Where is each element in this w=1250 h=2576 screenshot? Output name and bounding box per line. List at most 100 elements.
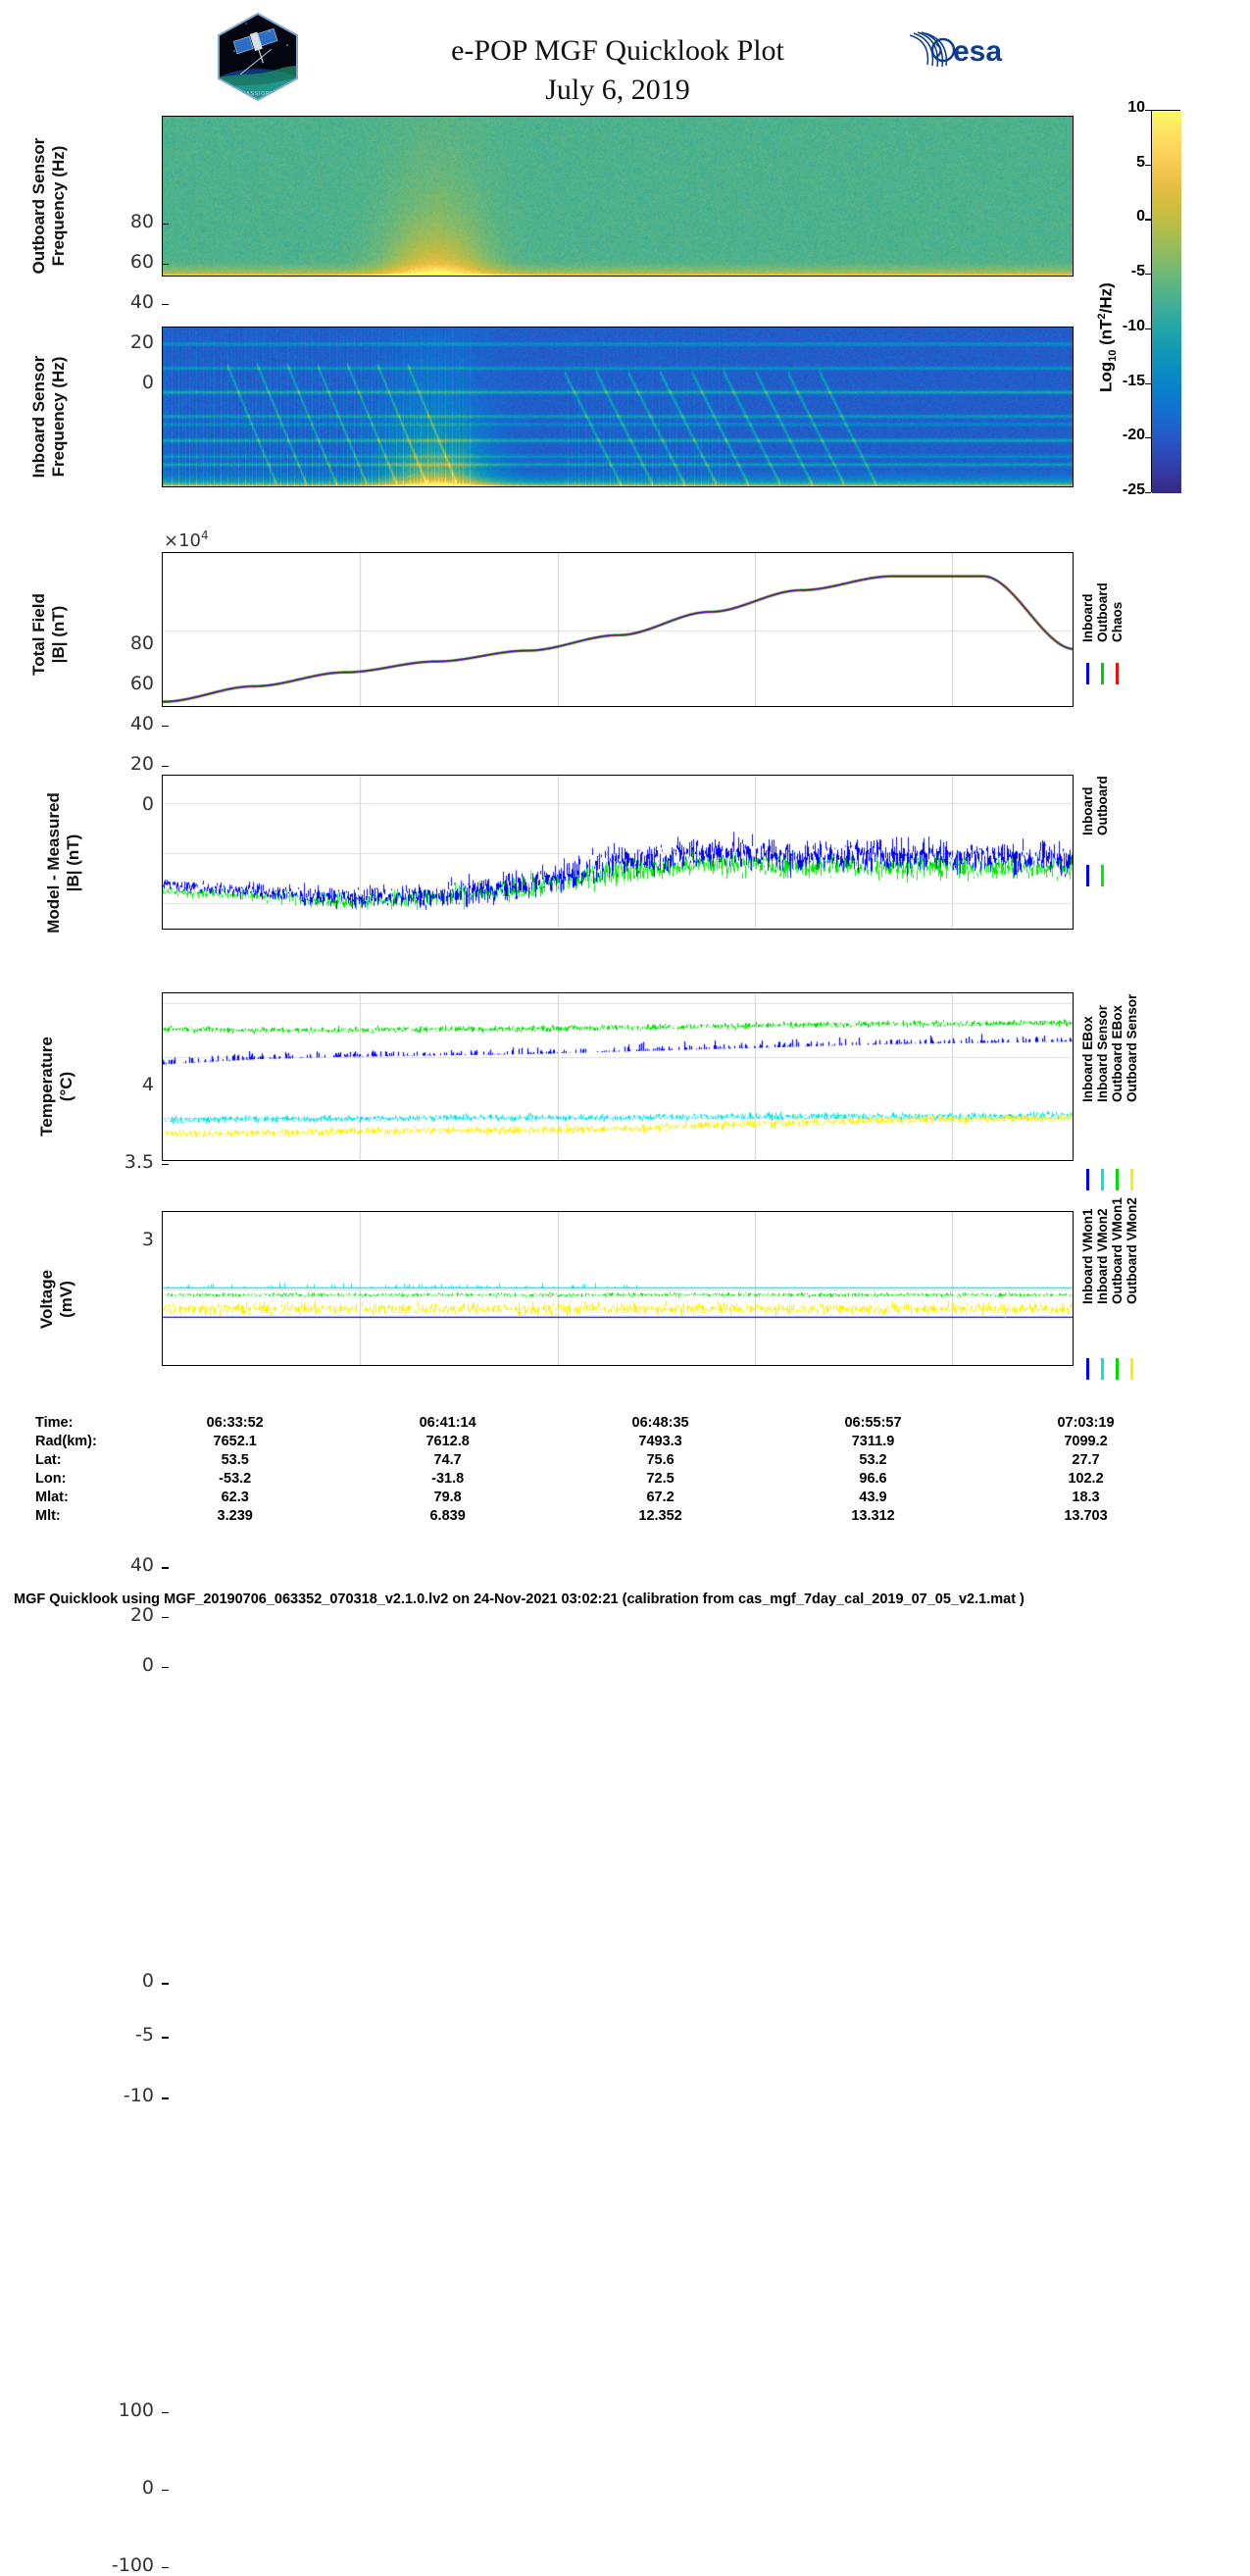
legend-label-model-minus-measured-0: Inboard: [1080, 786, 1095, 836]
legend-label-total-field-2: Chaos: [1110, 601, 1125, 642]
ytick-label-p0-0: 80: [129, 211, 154, 232]
table-row-label-5: Mlt:: [35, 1507, 61, 1524]
table-cell-3-2: 72.5: [646, 1470, 675, 1487]
table-cell-2-4: 27.7: [1072, 1451, 1100, 1468]
colorbar-tick-2: 0: [1136, 208, 1145, 226]
legend-swatch-temperature-0: [1086, 1169, 1089, 1190]
legend-swatch-model-minus-measured-0: [1086, 865, 1089, 886]
table-cell-1-2: 7493.3: [638, 1433, 682, 1449]
ytick-mark-p3-0: [162, 1567, 169, 1569]
ytick-mark-p0-1: [162, 264, 169, 266]
ytick-label-p0-1: 60: [129, 251, 154, 273]
ytick-label-p3-2: 0: [141, 1653, 154, 1676]
ylabel-outboard-spectrogram: Outboard Sensor Frequency (Hz): [29, 118, 69, 294]
ytick-label-p4-0: 0: [141, 1970, 154, 1993]
table-cell-0-1: 06:41:14: [419, 1414, 476, 1431]
table-cell-1-4: 7099.2: [1064, 1433, 1108, 1449]
ylabel-model-minus-measured: Model - Measured |B| (nT): [44, 770, 83, 956]
panel-temperature: Temperature (°C) 0 -5 -10 Inboard EBox Inbo…: [0, 981, 1147, 2106]
panel-total-field: ×104 Total Field |B| (nT) 4 3.5 3 Inboard O…: [0, 529, 1147, 1250]
legend-swatch-voltage-1: [1101, 1358, 1104, 1380]
table-row-label-4: Mlat:: [35, 1489, 69, 1505]
ylabel-line-2: (mV): [57, 1281, 75, 1318]
ylabel-line-2: Frequency (Hz): [49, 145, 68, 267]
ytick-mark-p4-1: [162, 2037, 169, 2039]
table-cell-0-3: 06:55:57: [844, 1414, 902, 1431]
ytick-mark-p5-1: [162, 2490, 169, 2492]
ytick-mark-p0-0: [162, 224, 169, 226]
ytick-label-p4-2: -10: [123, 2085, 154, 2107]
table-cell-4-2: 67.2: [646, 1489, 675, 1505]
total-field-exponent-label: ×104: [164, 529, 209, 551]
table-cell-5-0: 3.239: [217, 1507, 253, 1524]
ylabel-line-1: Voltage: [37, 1269, 56, 1330]
ytick-mark-p5-0: [162, 2412, 169, 2414]
colorbar-gradient: [1151, 110, 1181, 493]
colorbar-tick-1: 5: [1136, 153, 1145, 171]
table-cell-0-4: 07:03:19: [1057, 1414, 1115, 1431]
ylabel-voltage: Voltage (mV): [37, 1221, 76, 1378]
legend-swatch-total-field-2: [1116, 663, 1119, 684]
ytick-label-p1-3: 20: [129, 753, 154, 775]
colorbar-tickmark-4: [1145, 328, 1151, 330]
table-cell-3-3: 96.6: [859, 1470, 887, 1487]
ytick-mark-p1-2: [162, 726, 169, 728]
legend-swatch-voltage-2: [1116, 1358, 1119, 1380]
panel-model-minus-measured: Model - Measured |B| (nT) 40 20 0 Inboard O…: [0, 765, 1147, 1676]
ytick-label-p1-2: 40: [129, 713, 154, 734]
cassiope-epop-mission-patch-logo: CASSIOPE: [215, 12, 301, 102]
legend-swatch-temperature-2: [1116, 1169, 1119, 1190]
table-cell-5-3: 13.312: [851, 1507, 895, 1524]
table-cell-3-0: -53.2: [219, 1470, 252, 1487]
ytick-label-p2-2: 3: [141, 1229, 154, 1250]
footer-caption: MGF Quicklook using MGF_20190706_063352_…: [14, 1591, 1025, 1607]
axes-temperature: [162, 992, 1074, 1161]
ytick-label-p0-2: 40: [129, 291, 154, 313]
colorbar-tickmark-1: [1145, 164, 1151, 166]
panel-inboard-spectrogram: Inboard Sensor Frequency (Hz) 80 60 40 20 0: [0, 319, 1147, 815]
ytick-label-p5-1: 0: [141, 2477, 154, 2499]
colorbar-tick-6: -20: [1122, 427, 1145, 444]
ytick-label-p2-0: 4: [141, 1074, 154, 1095]
table-cell-2-0: 53.5: [221, 1451, 249, 1468]
ylabel-line-2: (°C): [57, 1071, 75, 1102]
esa-wordmark: esa: [953, 35, 1002, 68]
title-line-1: e-POP MGF Quicklook Plot: [451, 34, 784, 67]
legend-label-voltage-3: Outboard VMon2: [1125, 1197, 1139, 1304]
panel-outboard-spectrogram: Outboard Sensor Frequency (Hz) 80 60 40 20 0: [0, 108, 1147, 393]
colorbar-tickmark-2: [1145, 219, 1151, 221]
table-cell-1-0: 7652.1: [213, 1433, 257, 1449]
colorbar-tick-0: 10: [1127, 99, 1145, 116]
legend-label-model-minus-measured-1: Outboard: [1095, 776, 1110, 835]
colorbar-tick-3: -5: [1130, 263, 1145, 280]
ytick-mark-p4-0: [162, 1983, 169, 1985]
ylabel-line-1: Model - Measured: [44, 792, 63, 934]
ytick-label-p3-0: 40: [129, 1554, 154, 1577]
table-cell-0-0: 06:33:52: [206, 1414, 264, 1431]
colorbar-tickmark-3: [1145, 274, 1151, 276]
table-cell-4-3: 43.9: [859, 1489, 887, 1505]
ylabel-total-field: Total Field |B| (nT): [29, 551, 69, 718]
ytick-label-p1-0: 80: [129, 632, 154, 654]
ylabel-line-2: |B| (nT): [64, 833, 82, 892]
legend-label-total-field-0: Inboard: [1080, 593, 1095, 643]
legend-label-voltage-0: Inboard VMon1: [1080, 1208, 1095, 1305]
ylabel-line-2: |B| (nT): [49, 605, 68, 664]
table-cell-5-1: 6.839: [429, 1507, 466, 1524]
header: CASSIOPE e-POP MGF Quicklook Plot July 6…: [0, 0, 1250, 108]
table-cell-1-1: 7612.8: [425, 1433, 470, 1449]
table-row-label-2: Lat:: [35, 1451, 62, 1468]
table-cell-1-3: 7311.9: [851, 1433, 895, 1449]
table-cell-2-1: 74.7: [433, 1451, 462, 1468]
ytick-label-p0-4: 0: [141, 372, 154, 393]
ylabel-inboard-spectrogram: Inboard Sensor Frequency (Hz): [29, 328, 69, 505]
ytick-label-p1-1: 60: [129, 673, 154, 694]
legend-label-total-field-1: Outboard: [1095, 582, 1110, 642]
ylabel-line-1: Temperature: [37, 1036, 56, 1136]
table-cell-5-2: 12.352: [638, 1507, 682, 1524]
ylabel-line-1: Inboard Sensor: [29, 355, 48, 479]
panel-voltage: Voltage (mV) 100 0 -100 Inboard VMon1 Inboa…: [0, 1197, 1147, 2576]
ylabel-line-1: Outboard Sensor: [29, 137, 48, 275]
table-row: Rad(km): 7652.1 7612.8 7493.3 7311.9 7099.2: [35, 1432, 1192, 1450]
legend-swatch-voltage-0: [1086, 1358, 1089, 1380]
